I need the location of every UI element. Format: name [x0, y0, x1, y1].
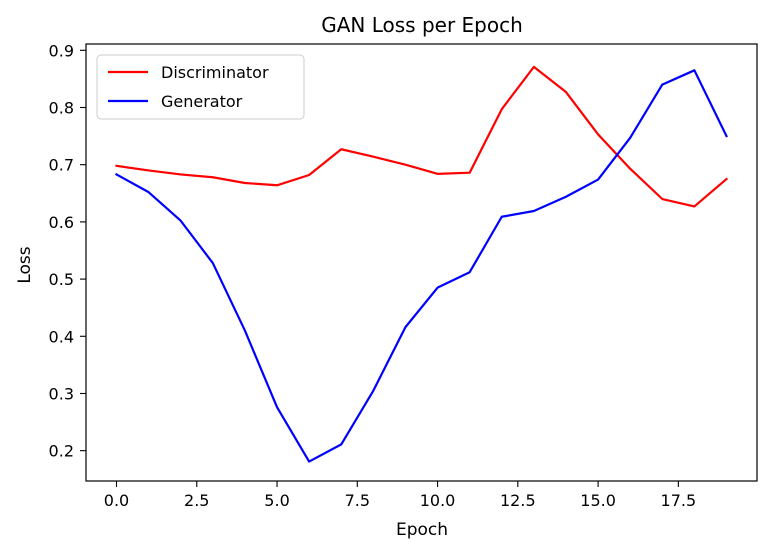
y-tick-label: 0.8	[49, 98, 74, 117]
series-line-generator	[115, 69, 728, 463]
x-tick-label: 5.0	[264, 491, 289, 510]
x-tick-label: 0.0	[104, 491, 129, 510]
x-tick-label: 7.5	[345, 491, 370, 510]
y-tick-label: 0.3	[49, 384, 74, 403]
y-tick-label: 0.4	[49, 327, 74, 346]
axes-layer: 0.0 2.5 5.0 7.5 10.0 12.5 15.0 17.5 0.2 0.3 0.4 0.5…	[49, 41, 758, 510]
x-tick-label: 12.5	[500, 491, 536, 510]
x-tick-label: 17.5	[661, 491, 697, 510]
y-tick-label: 0.7	[49, 156, 74, 175]
legend: Discriminator Generator	[96, 54, 305, 120]
y-tick-label: 0.6	[49, 213, 74, 232]
y-tick-label: 0.9	[49, 41, 74, 60]
y-tick-label: 0.5	[49, 270, 74, 289]
x-tick-label: 15.0	[580, 491, 616, 510]
chart-title: GAN Loss per Epoch	[321, 13, 523, 37]
x-tick-label: 2.5	[184, 491, 209, 510]
y-tick-label: 0.2	[49, 442, 74, 461]
y-axis-label: Loss	[15, 246, 35, 283]
series-line-discriminator	[115, 65, 729, 208]
x-tick-label: 10.0	[420, 491, 456, 510]
axes-frame	[85, 43, 758, 482]
legend-box	[96, 54, 305, 120]
x-axis-label: Epoch	[396, 520, 448, 540]
legend-label-generator: Generator	[161, 92, 243, 111]
series-layer	[115, 65, 729, 463]
legend-label-discriminator: Discriminator	[161, 63, 269, 82]
